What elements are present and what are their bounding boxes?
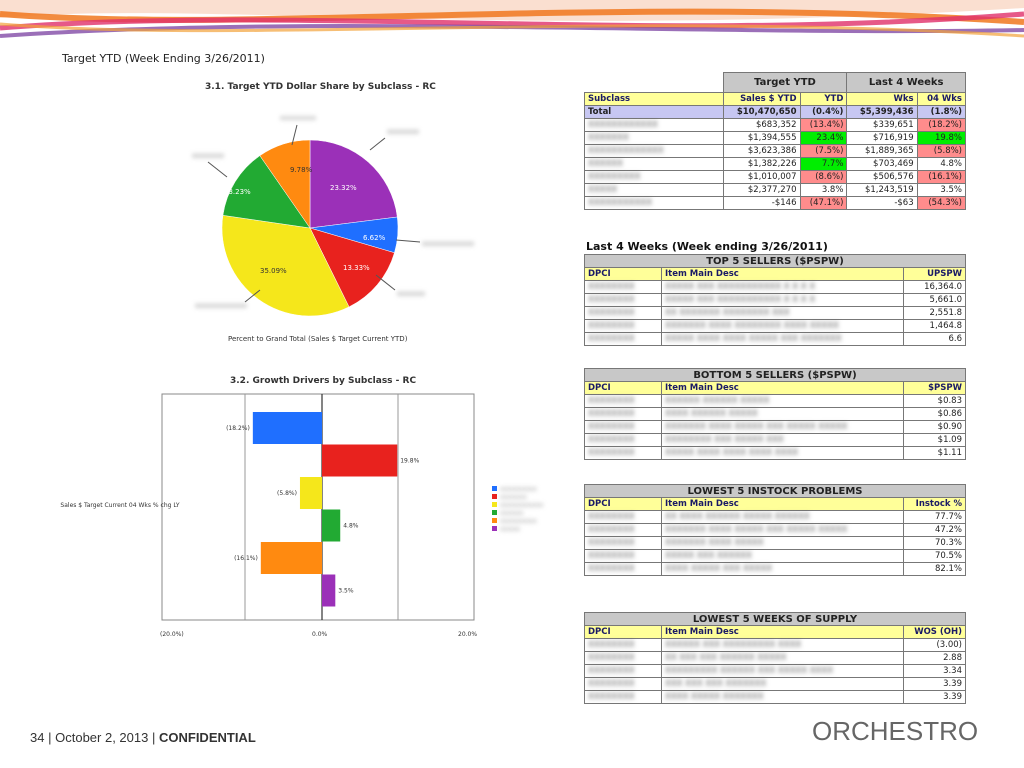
bar-label-0: (18.2%)	[226, 425, 250, 432]
x-tick-left: (20.0%)	[160, 631, 184, 638]
bar-label-5: 3.5%	[338, 588, 354, 595]
pie-slice-5	[259, 139, 311, 229]
summary-table: Target YTD Last 4 Weeks Subclass Sales $…	[584, 72, 967, 210]
x-tick-mid: 0.0%	[312, 631, 328, 638]
table-row: XXXXXXXX XXXXXXX XXXX XXXXX XXX XXXXX XXX…	[584, 523, 966, 537]
bar-0	[252, 412, 322, 444]
wos-title: LOWEST 5 WEEKS OF SUPPLY	[584, 612, 966, 626]
svg-text:XXXXXXX: XXXXXXX	[397, 292, 425, 298]
pie-chart: XXXXXXXXX XXXXXXXX XXXXXXXX XXXXXXXXXXXX…	[192, 116, 474, 317]
table-row: XXXXXXXX XXX XXX XXX XXXXXXX 3.39	[584, 677, 966, 691]
pie-label-purple: 23.32%	[330, 184, 357, 192]
table-row: XXXXXXXX XX XXXX XXXXXX XXXXX XXXXXX 77.7%	[584, 510, 966, 524]
group-target-ytd: Target YTD	[722, 72, 848, 93]
col-ytd: YTD	[799, 92, 848, 106]
svg-text:XXXXXXXX: XXXXXXXX	[500, 495, 527, 501]
svg-text:XXXXXXXXX: XXXXXXXXX	[280, 116, 316, 122]
col-04wks: 04 Wks	[916, 92, 967, 106]
col-wks: Wks	[846, 92, 918, 106]
table-row: XXXXXXXX XXXXXX XXXXXX XXXXX $0.83	[584, 394, 966, 408]
pie-slice-4	[222, 155, 311, 229]
table-row: XXXXXXXXX $1,010,007 (8.6%) $506,576 (16.1%)	[584, 170, 967, 184]
table-row: XXXXX $2,377,270 3.8% $1,243,519 3.5%	[584, 183, 967, 197]
instock-table: LOWEST 5 INSTOCK PROBLEMS DPCI Item Main…	[584, 484, 966, 576]
pie-label-yellow: 35.09%	[260, 267, 287, 275]
confidential-label: CONFIDENTIAL	[158, 730, 256, 745]
pie-label-red: 13.33%	[343, 264, 370, 272]
table-row: XXXXXXXX XXXXX XXXX XXXX XXXXX XXX XXXXXX…	[584, 332, 966, 346]
table-row: XXXXXXXX XXXXXXXXX XXXXXX XXX XXXXX XXXX 3…	[584, 664, 966, 678]
bar-label-2: (5.8%)	[277, 490, 297, 497]
table-row: XXXXXXXX XXXXXX XXX XXXXXXXXX XXXX (3.00)	[584, 638, 966, 652]
bar-1	[322, 444, 398, 477]
pie-footnote: Percent to Grand Total (Sales $ Target C…	[228, 335, 408, 343]
table-row: XXXXXXX $1,394,555 23.4% $716,919 19.8%	[584, 131, 967, 145]
pie-slice-2	[309, 227, 395, 308]
svg-text:XXXXXX: XXXXXX	[500, 527, 521, 533]
footer-separator: |	[151, 730, 156, 745]
instock-title: LOWEST 5 INSTOCK PROBLEMS	[584, 484, 966, 498]
table-row: XXXXXXXX XXXXXXX XXXX XXXXXXXX XXXX XXXXX…	[584, 319, 966, 333]
svg-text:XXXXXXXX: XXXXXXXX	[387, 130, 419, 136]
bar-label-3: 4.8%	[343, 523, 359, 530]
pie-slice-3	[221, 215, 350, 317]
table-row: XXXXXXXX XXXXXXXX XXX XXXXX XXX $1.09	[584, 433, 966, 447]
footer-separator: |	[48, 730, 52, 745]
table-row: XXXXXXXX XXXXX XXX XXXXXXXXXXX X X X X 16,…	[584, 280, 966, 294]
table-row: XXXXXXXX XXXXXXX XXXX XXXXX 70.3%	[584, 536, 966, 550]
bar-2	[299, 477, 322, 509]
bar-3	[322, 509, 341, 542]
table-row: XXXXXXXXXXXXX $3,623,386 (7.5%) $1,889,365(…	[584, 144, 967, 158]
bottom5-table: BOTTOM 5 SELLERS ($PSPW) DPCI Item Main …	[584, 368, 966, 460]
table-row: XXXXXXXX XXXXXXX XXXX XXXXX XXX XXXXX XXX…	[584, 420, 966, 434]
pie-chart-title: 3.1. Target YTD Dollar Share by Subclass…	[205, 82, 436, 92]
footer-date: October 2, 2013	[55, 730, 149, 745]
table-row: XXXXXXXX XX XXXXXXX XXXXXXXX XXX 2,551.8	[584, 306, 966, 320]
svg-text:XXXXXXXX: XXXXXXXX	[192, 154, 224, 160]
svg-text:XXXXXXXXXXXXX: XXXXXXXXXXXXX	[500, 503, 544, 509]
table-row: XXXXXXXX XXXX XXXXX XXX XXXXX 82.1%	[584, 562, 966, 576]
last4-heading: Last 4 Weeks (Week ending 3/26/2011)	[586, 240, 828, 253]
page-heading: Target YTD (Week Ending 3/26/2011)	[62, 52, 265, 65]
wos-table: LOWEST 5 WEEKS OF SUPPLY DPCI Item Main …	[584, 612, 966, 704]
bar-chart-title: 3.2. Growth Drivers by Subclass - RC	[230, 376, 417, 386]
bar-4	[260, 542, 322, 574]
group-last4: Last 4 Weeks	[846, 72, 966, 93]
svg-text:XXXXXXXXXXX: XXXXXXXXXXX	[500, 519, 537, 525]
x-tick-right: 20.0%	[458, 631, 477, 638]
table-row: XXXXXXXXXXXX $683,352 (13.4%) $339,651 (18.2…	[584, 118, 967, 132]
footer: 34 | October 2, 2013 | CONFIDENTIAL	[30, 730, 256, 745]
svg-text:XXXXXXXXXXXXX: XXXXXXXXXXXXX	[422, 242, 474, 248]
table-row: XXXXXXXX XXXX XXXXX XXXXXXX 3.39	[584, 690, 966, 704]
orchestro-logo: ORCHESTRO	[812, 716, 979, 746]
pie-label-green: 13.23%	[224, 188, 251, 196]
page-number: 34	[30, 730, 45, 745]
bar-ylabel: Sales $ Target Current 04 Wks % chg LY	[60, 502, 180, 509]
bar-label-4: (16.1%)	[234, 555, 258, 562]
bar-5	[322, 574, 336, 607]
col-subclass: Subclass	[584, 92, 724, 106]
pie-label-blue: 6.62%	[363, 234, 386, 242]
svg-text:XXXXXXX: XXXXXXX	[500, 511, 524, 517]
svg-text:XXXXXXXXXXXXX: XXXXXXXXXXXXX	[195, 304, 247, 310]
table-row: XXXXXXXXXXX -$146 (47.1%) -$63 (54.3%)	[584, 196, 967, 210]
header-swoosh	[0, 0, 1024, 38]
col-sales-ytd: Sales $ YTD	[722, 92, 801, 106]
bar-label-1: 19.8%	[400, 458, 419, 465]
table-row: XXXXXXXX XXXX XXXXXX XXXXX $0.86	[584, 407, 966, 421]
table-row: XXXXXXXX XX XXX XXX XXXXXX XXXXX 2.88	[584, 651, 966, 665]
table-row: Total $10,470,650 (0.4%) $5,399,436 (1.8…	[584, 105, 967, 119]
table-row: XXXXXXXX XXXXX XXXX XXXX XXXX XXXX $1.11	[584, 446, 966, 460]
top5-title: TOP 5 SELLERS ($PSPW)	[584, 254, 966, 268]
bottom5-title: BOTTOM 5 SELLERS ($PSPW)	[584, 368, 966, 382]
svg-text:XXXXXXXXXXX: XXXXXXXXXXX	[500, 487, 537, 493]
pie-label-light: 9.78%	[290, 166, 313, 174]
bar-chart: (18.2%) 19.8% (5.8%) 4.8% (16.1%) 3.5% (20.0%…	[160, 393, 544, 638]
table-row: XXXXXX $1,382,226 7.7% $703,469 4.8%	[584, 157, 967, 171]
table-row: XXXXXXXX XXXXX XXX XXXXXX 70.5%	[584, 549, 966, 563]
bar-legend: XXXXXXXXXXX XXXXXXXX XXXXXXXXXXXXX XXXXX…	[492, 486, 544, 533]
table-row: XXXXXXXX XXXXX XXX XXXXXXXXXXX X X X X 5,6…	[584, 293, 966, 307]
top5-table: TOP 5 SELLERS ($PSPW) DPCI Item Main Des…	[584, 254, 966, 346]
pie-slice-0	[309, 139, 398, 229]
